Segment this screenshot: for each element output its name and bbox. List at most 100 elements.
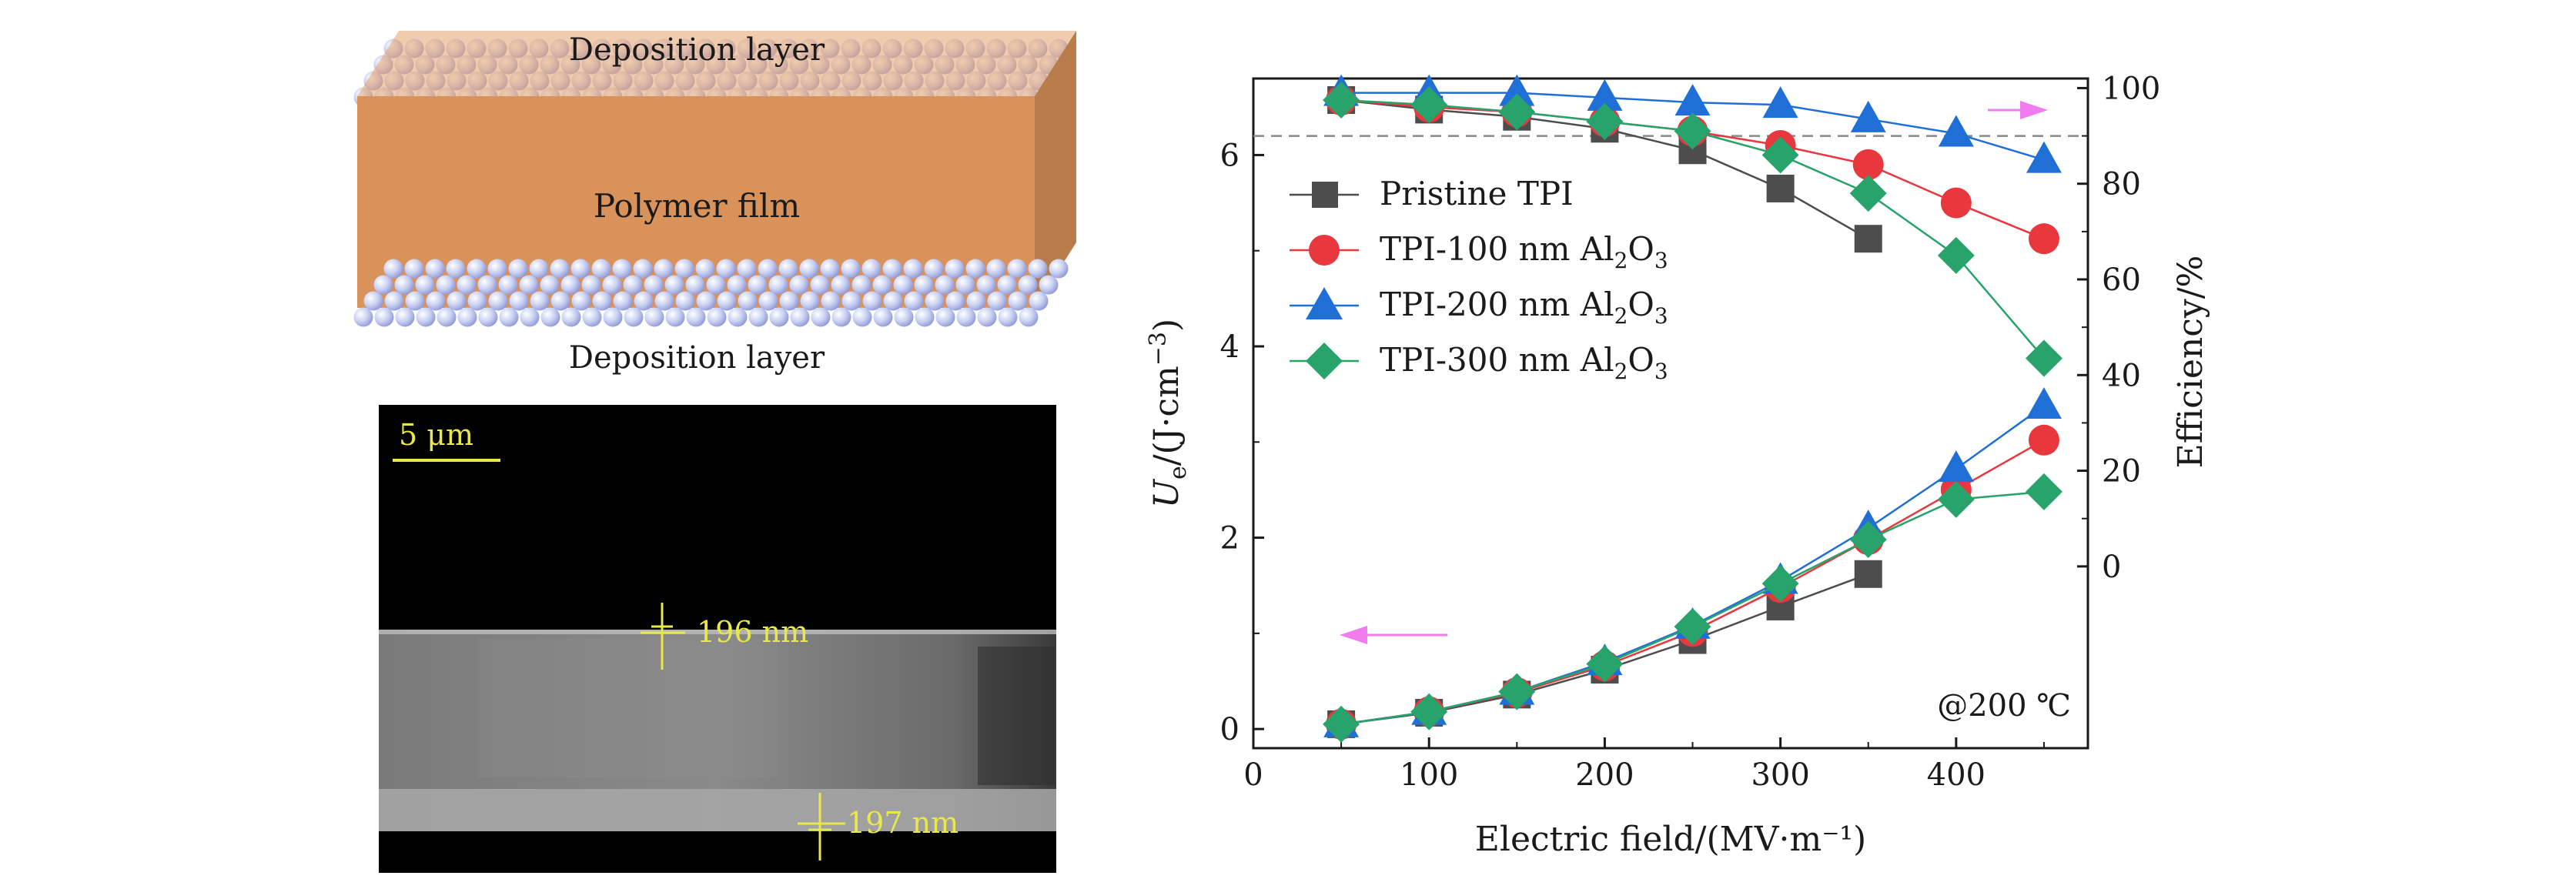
deposition-sphere <box>654 291 674 311</box>
deposition-sphere <box>977 307 997 327</box>
deposition-sphere <box>550 291 570 311</box>
deposition-sphere <box>811 307 831 327</box>
deposition-sphere <box>436 275 456 295</box>
left-tick-label: 6 <box>1220 138 1239 173</box>
deposition-sphere <box>862 291 882 311</box>
energy-line <box>1340 439 2045 726</box>
right-tick-label: 60 <box>2102 262 2141 298</box>
deposition-sphere <box>768 275 788 295</box>
deposition-sphere <box>748 307 768 327</box>
deposition-sphere <box>915 307 935 327</box>
deposition-sphere <box>405 291 425 311</box>
energy-axis-arrow <box>1340 626 1447 644</box>
legend-marker-al200 <box>1306 287 1343 319</box>
deposition-sphere <box>415 275 435 295</box>
deposition-sphere <box>904 291 924 311</box>
legend-entry-al100: TPI-100 nm Al2O3 <box>1290 230 1668 273</box>
energy-point <box>1854 560 1882 588</box>
deposition-sphere <box>965 259 985 279</box>
right-tick-label: 100 <box>2102 71 2160 106</box>
schematic-film-stack: Deposition layer Polymer film Deposition… <box>353 31 1076 376</box>
efficiency-point <box>1323 81 1360 119</box>
deposition-sphere <box>706 275 726 295</box>
deposition-sphere <box>1029 291 1049 311</box>
efficiency-point <box>1937 236 1975 274</box>
deposition-sphere <box>789 275 809 295</box>
series-layer <box>1323 74 2062 743</box>
efficiency-point <box>1854 225 1882 253</box>
efficiency-point <box>1410 86 1448 124</box>
deposition-sphere <box>363 291 383 311</box>
deposition-sphere <box>540 275 560 295</box>
energy-point <box>1498 673 1536 710</box>
deposition-sphere <box>488 291 508 311</box>
energy-efficiency-chart: 0 100 200 300 400 0 2 4 6 0 20 40 60 80 100 Pristine… <box>1145 71 2210 859</box>
energy-series-3 <box>1323 387 2062 737</box>
deposition-sphere <box>686 307 706 327</box>
deposition-sphere <box>603 307 623 327</box>
deposition-sphere <box>394 275 414 295</box>
x-tick-label: 300 <box>1751 757 1809 793</box>
deposition-sphere <box>498 275 518 295</box>
deposition-sphere <box>873 307 893 327</box>
deposition-sphere <box>540 307 560 327</box>
deposition-sphere <box>966 291 986 311</box>
deposition-sphere <box>613 291 633 311</box>
energy-point <box>2028 424 2059 456</box>
right-tick-label: 20 <box>2102 454 2141 490</box>
deposition-sphere <box>457 307 477 327</box>
deposition-sphere <box>592 291 612 311</box>
deposition-sphere <box>758 259 778 279</box>
deposition-sphere <box>561 307 581 327</box>
schematic-bottom-label: Deposition layer <box>569 340 825 376</box>
efficiency-point <box>2028 223 2059 255</box>
deposition-sphere <box>457 275 477 295</box>
deposition-sphere <box>935 307 955 327</box>
x-tick-label: 100 <box>1400 757 1458 793</box>
deposition-sphere <box>477 275 497 295</box>
deposition-sphere <box>674 259 694 279</box>
efficiency-point <box>2026 141 2062 173</box>
deposition-sphere <box>602 275 622 295</box>
deposition-sphere <box>633 259 653 279</box>
efficiency-point <box>1586 102 1624 140</box>
deposition-sphere <box>894 307 914 327</box>
left-axis-title: Ue/(J·cm−3) <box>1145 319 1192 508</box>
x-axis-title: Electric field/(MV·m⁻¹) <box>1475 820 1866 859</box>
left-tick-label: 2 <box>1220 521 1239 556</box>
deposition-sphere <box>717 291 737 311</box>
deposition-sphere <box>778 259 798 279</box>
deposition-sphere <box>769 307 789 327</box>
deposition-sphere <box>446 259 466 279</box>
deposition-sphere <box>945 259 965 279</box>
x-tick-label: 400 <box>1927 757 1986 793</box>
deposition-sphere <box>664 275 684 295</box>
deposition-sphere <box>831 307 851 327</box>
deposition-sphere <box>779 291 799 311</box>
deposition-sphere <box>883 291 903 311</box>
energy-series-4 <box>1323 473 2062 743</box>
deposition-sphere <box>738 291 758 311</box>
deposition-sphere <box>831 275 851 295</box>
right-axis-ticks: 0 20 40 60 80 100 <box>2077 71 2160 585</box>
left-tick-label: 4 <box>1220 329 1239 365</box>
legend-entry-al200: TPI-200 nm Al2O3 <box>1290 286 1668 329</box>
sem-bottom-layer <box>379 789 1056 831</box>
schematic-top-label: Deposition layer <box>569 32 825 68</box>
x-axis-ticks: 0 100 200 300 400 <box>1243 737 2045 793</box>
sem-cross-section-image: 5 μm 196 nm 197 nm <box>379 405 1056 873</box>
deposition-sphere <box>571 291 591 311</box>
thickness-label-top: 196 nm <box>697 615 808 649</box>
deposition-sphere <box>467 291 487 311</box>
efficiency-point <box>1852 149 1884 180</box>
temperature-annotation: @200 ℃ <box>1937 688 2071 724</box>
scale-bar-label: 5 μm <box>399 418 473 452</box>
deposition-sphere <box>1007 259 1027 279</box>
efficiency-series-4 <box>1323 81 2062 377</box>
legend-label-al100: TPI-100 nm Al2O3 <box>1380 230 1668 273</box>
legend-marker-al100 <box>1309 235 1340 266</box>
legend: Pristine TPI TPI-100 nm Al2O3 TPI-200 nm… <box>1290 175 1668 384</box>
thickness-marker-top <box>641 603 685 670</box>
deposition-sphere <box>1019 307 1039 327</box>
energy-point <box>1849 521 1887 559</box>
